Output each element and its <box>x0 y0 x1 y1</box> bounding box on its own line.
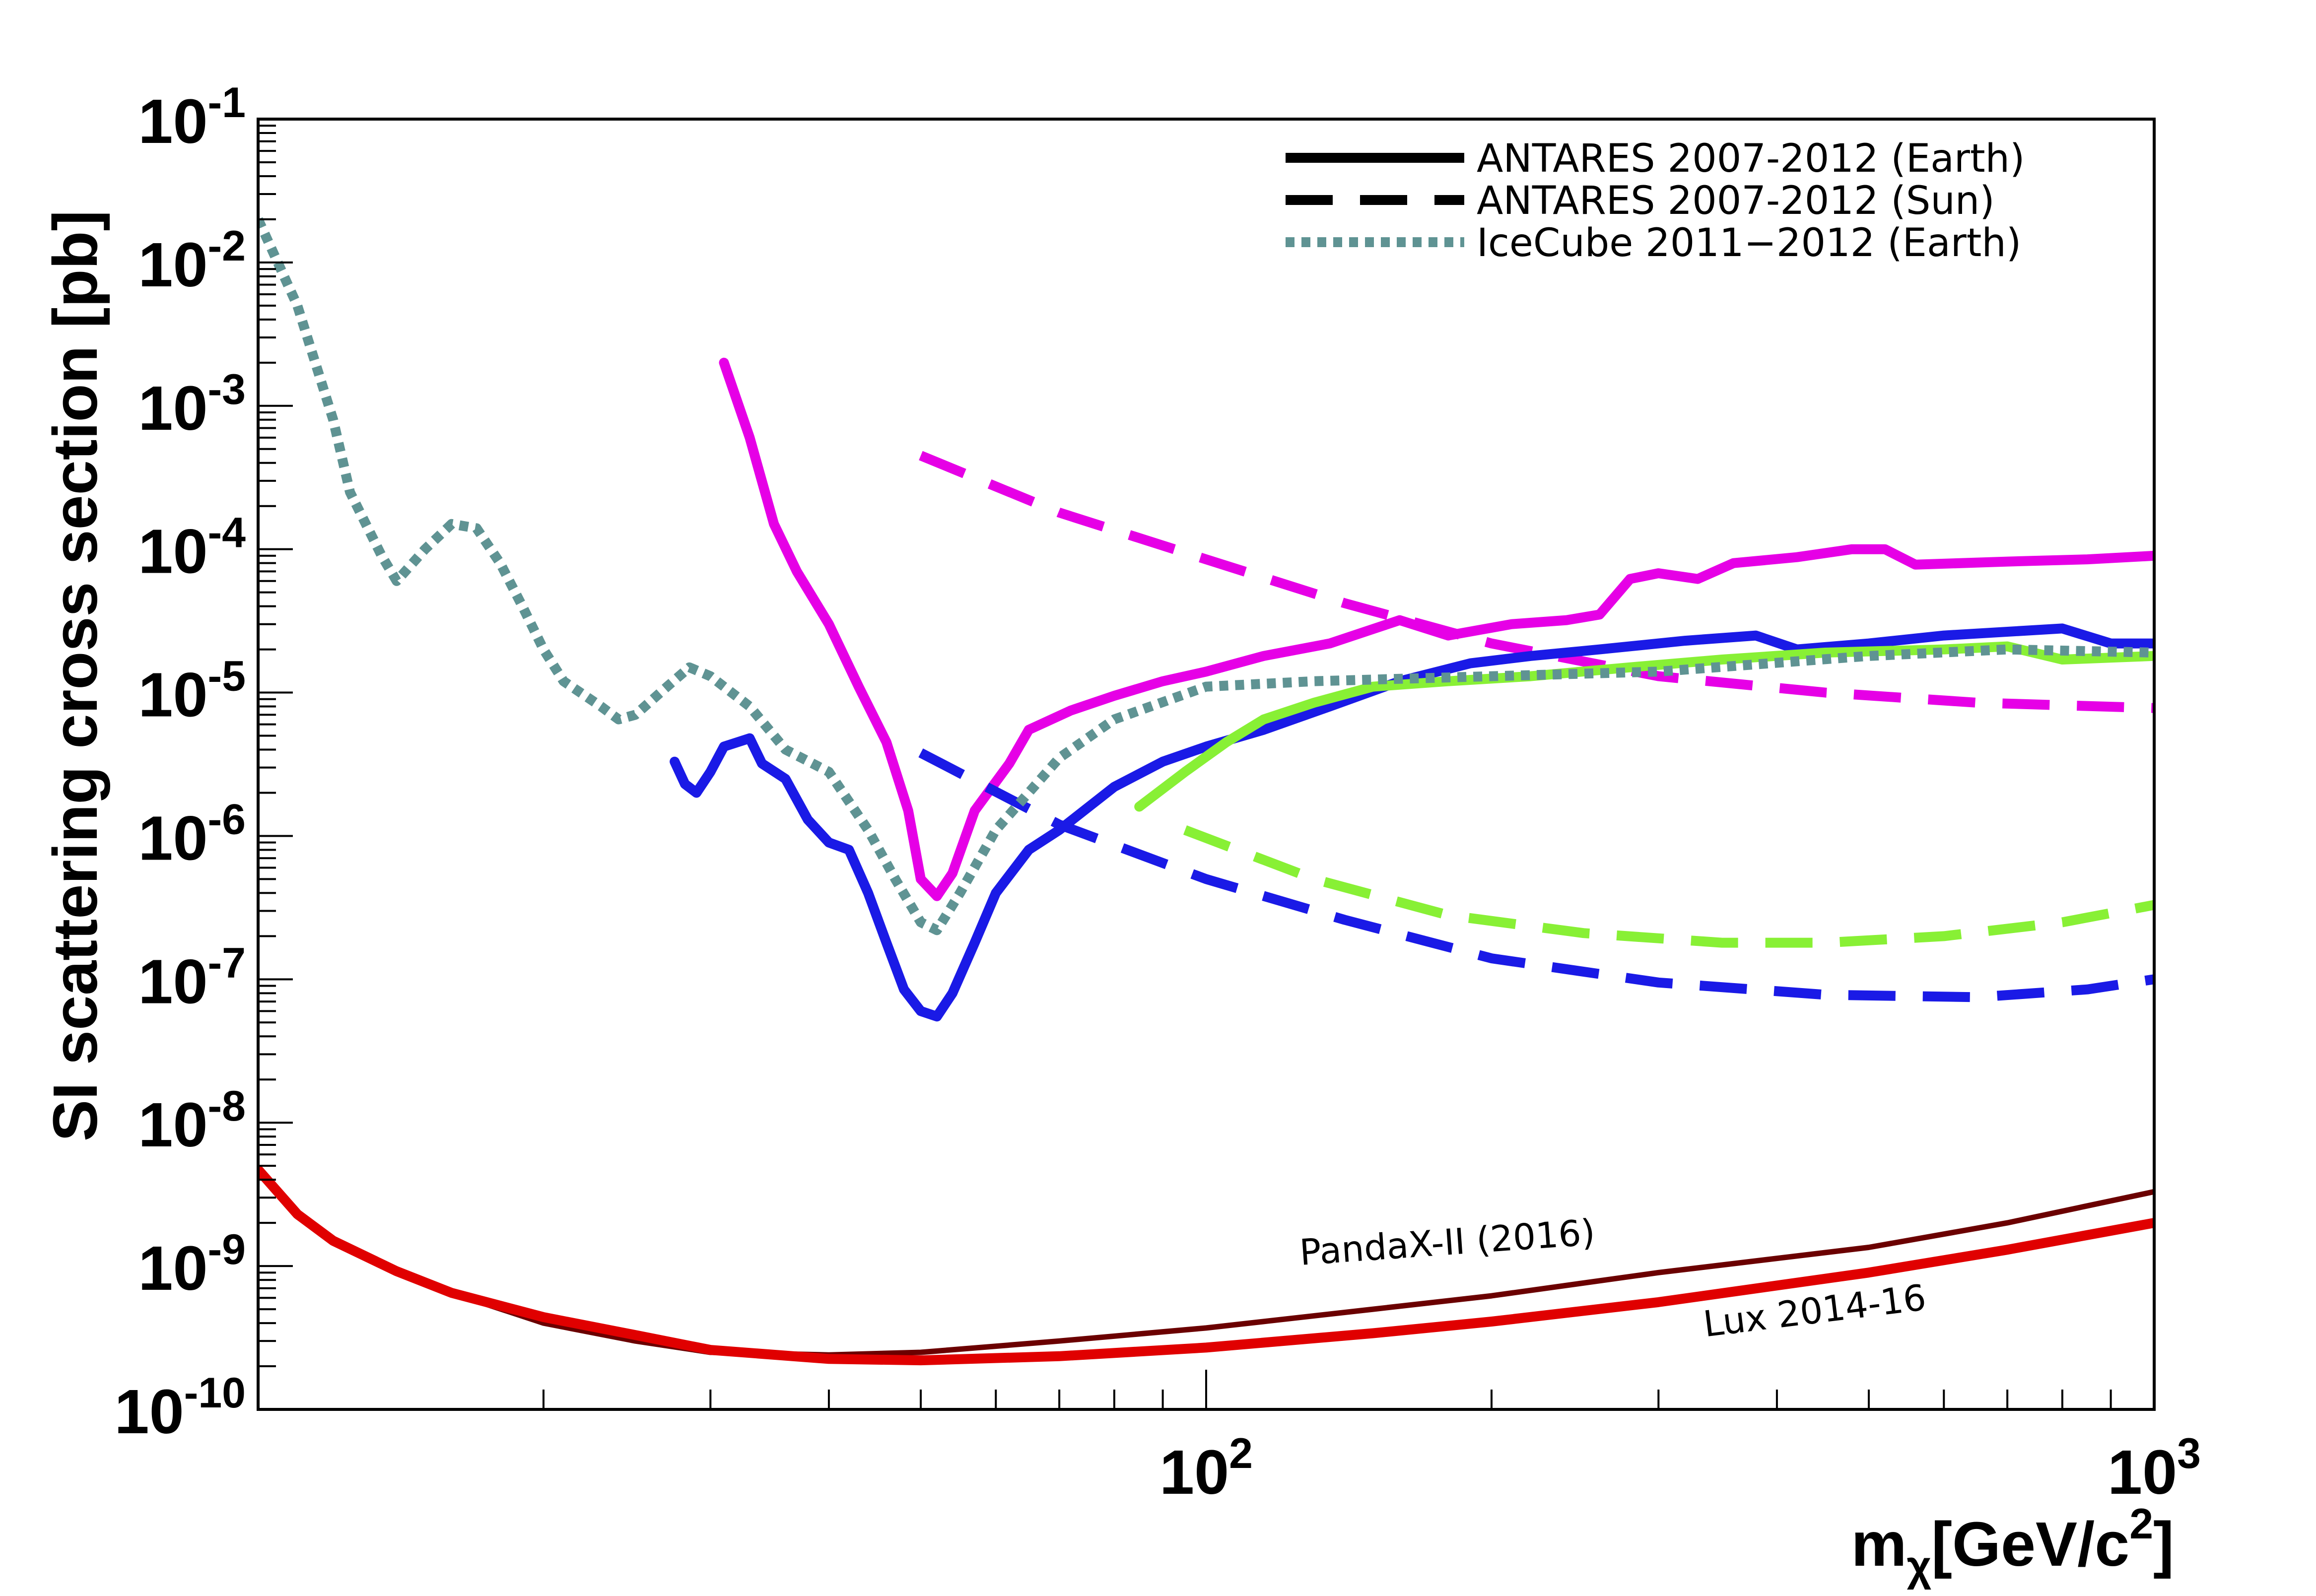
y-tick-label: 10-6 <box>138 796 246 873</box>
minor-ticks <box>257 125 2112 1410</box>
x-axis-label-unit-close: ] <box>2153 1509 2174 1579</box>
x-tick-label: 102 <box>1159 1430 1253 1507</box>
y-tick-label: 10-3 <box>138 366 246 443</box>
y-tick-label: 10-5 <box>138 653 246 730</box>
legend-label: IceCube 2011−2012 (Earth) <box>1477 221 2021 266</box>
y-tick-label: 10-7 <box>138 939 246 1016</box>
series-line-6 <box>258 217 2154 935</box>
x-axis-label-unit-sup: 2 <box>2129 1500 2153 1548</box>
y-tick-labels: 10-1 10-2 10-3 10-4 10-5 10-6 10-7 10-8 10-9 10-1… <box>115 79 246 1447</box>
series-line-2 <box>670 623 2154 1022</box>
y-tick-label: 10-1 <box>138 79 246 156</box>
series-line-1 <box>919 451 2154 713</box>
y-axis-label: SI scattering cross section [pb] <box>40 210 110 1141</box>
y-tick-label: 10-9 <box>138 1226 246 1303</box>
x-axis-label-symbol: m <box>1851 1509 1907 1579</box>
series-line-8 <box>258 1164 2154 1366</box>
y-tick-label: 10-8 <box>138 1082 246 1160</box>
x-tick-label: 103 <box>2108 1430 2201 1507</box>
x-axis-label-unit: [GeV/c <box>1931 1509 2129 1579</box>
series-line-0 <box>719 357 2154 901</box>
y-tick-label: 10-2 <box>138 222 246 300</box>
series-line-5 <box>1183 825 2154 948</box>
legend-label: ANTARES 2007-2012 (Sun) <box>1477 179 1995 223</box>
series-layer <box>258 217 2154 1366</box>
y-tick-label: 10-4 <box>138 509 246 587</box>
y-tick-label: 10-10 <box>115 1369 246 1447</box>
series-line-3 <box>918 748 2154 1002</box>
legend-label: ANTARES 2007-2012 (Earth) <box>1477 136 2025 181</box>
x-axis-label: mχ[GeV/c2] <box>1851 1500 2174 1590</box>
x-axis-label-subscript: χ <box>1907 1542 1932 1590</box>
legend: ANTARES 2007-2012 (Earth)ANTARES 2007-20… <box>1286 136 2025 266</box>
x-tick-labels: 102 103 <box>1159 1430 2201 1507</box>
